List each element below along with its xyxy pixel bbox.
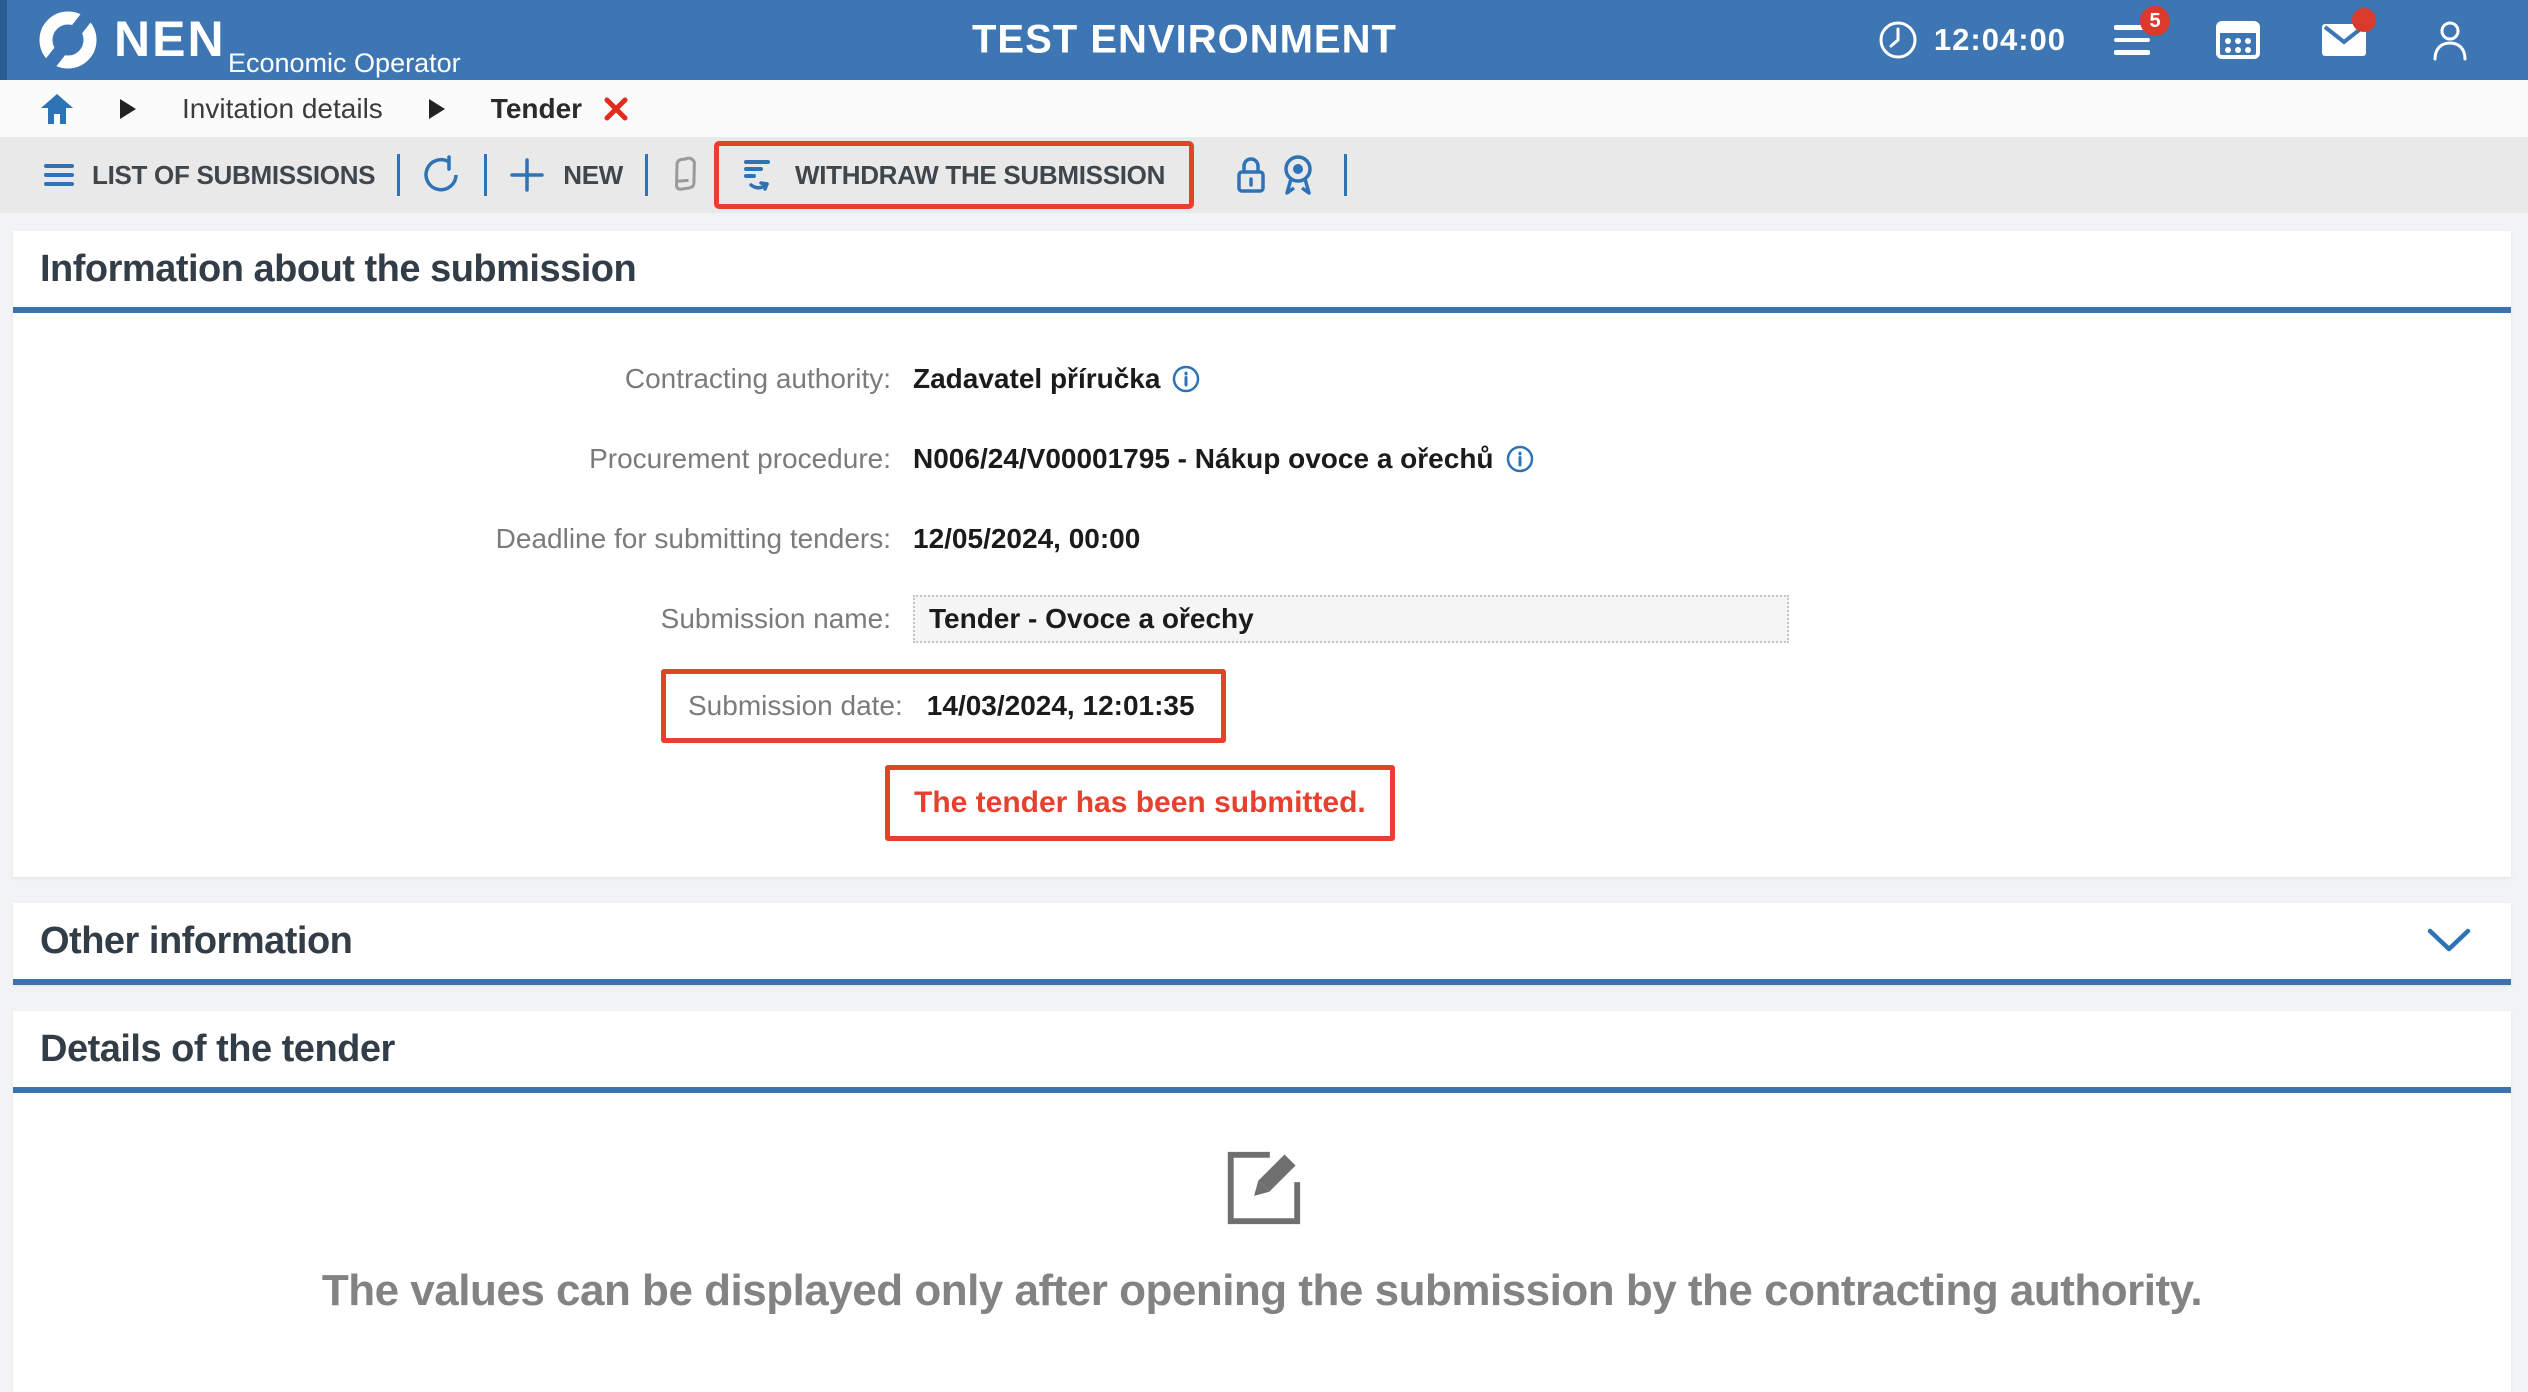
toolbar-divider	[1344, 154, 1348, 196]
list-of-submissions-label: LIST OF SUBMISSIONS	[92, 159, 376, 190]
messages-button[interactable]	[2322, 8, 2376, 62]
refresh-icon	[422, 155, 462, 195]
app-logo[interactable]: NEN	[36, 8, 226, 72]
tender-details-empty-state: The values can be displayed only after o…	[13, 1093, 2511, 1316]
new-label: NEW	[563, 159, 623, 190]
session-clock: 12:04:00	[1878, 20, 2066, 60]
submission-date-label: Submission date:	[688, 690, 903, 721]
breadcrumb: Invitation details Tender	[0, 80, 2528, 137]
new-button[interactable]: NEW	[509, 157, 623, 193]
withdraw-submission-label: WITHDRAW THE SUBMISSION	[794, 159, 1166, 190]
clock-icon	[1878, 20, 1918, 60]
tender-details-panel: Details of the tender The values can be …	[13, 1011, 2511, 1392]
information-panel-title: Information about the submission	[40, 247, 637, 290]
refresh-button[interactable]	[422, 155, 462, 195]
deadline-value: 12/05/2024, 00:00	[913, 523, 1141, 554]
procurement-procedure-value: N006/24/V00001795 - Nákup ovoce a ořechů	[913, 443, 1494, 474]
breadcrumb-tender-label: Tender	[490, 92, 583, 124]
mail-notification-dot	[2352, 8, 2376, 32]
submission-date-highlight-box: Submission date: 14/03/2024, 12:01:35	[661, 669, 1226, 743]
plus-icon	[509, 157, 545, 193]
close-icon[interactable]	[604, 97, 628, 121]
edit-square-icon	[1219, 1145, 1305, 1231]
environment-title: TEST ENVIRONMENT	[972, 17, 1397, 62]
header-actions: 12:04:00 5	[1878, 0, 2528, 80]
deadline-row: Deadline for submitting tenders: 12/05/2…	[13, 499, 2511, 579]
app-header: NEN Economic Operator TEST ENVIRONMENT 1…	[0, 0, 2528, 80]
lock-button[interactable]	[1234, 155, 1268, 195]
calendar-icon	[2216, 20, 2260, 60]
submission-name-label: Submission name:	[660, 603, 891, 634]
clock-time: 12:04:00	[1933, 22, 2066, 57]
toolbar-divider	[484, 154, 488, 196]
tender-details-title: Details of the tender	[40, 1027, 395, 1070]
contracting-authority-value: Zadavatel příručka	[913, 363, 1161, 394]
procurement-procedure-row: Procurement procedure: N006/24/V00001795…	[13, 419, 2511, 499]
breadcrumb-tender[interactable]: Tender	[491, 93, 628, 125]
info-icon[interactable]	[1506, 445, 1534, 473]
mail-icon	[2322, 24, 2366, 56]
breadcrumb-separator-icon	[120, 98, 136, 119]
breadcrumb-invitation-details[interactable]: Invitation details	[182, 92, 383, 124]
other-information-title: Other information	[40, 919, 353, 962]
header-edge-strip	[0, 0, 7, 80]
submission-status-message: The tender has been submitted.	[885, 765, 1395, 841]
lock-icon	[1234, 155, 1268, 195]
contracting-authority-label: Contracting authority:	[624, 363, 891, 394]
breadcrumb-separator-icon	[428, 98, 445, 119]
certificate-button[interactable]	[1280, 154, 1316, 196]
other-information-panel: Other information	[13, 903, 2511, 985]
user-icon	[2430, 19, 2470, 61]
contracting-authority-row: Contracting authority: Zadavatel příručk…	[13, 339, 2511, 419]
calendar-button[interactable]	[2216, 18, 2260, 62]
information-panel-body: Contracting authority: Zadavatel příručk…	[13, 313, 2511, 877]
certificate-icon	[1280, 154, 1316, 196]
submission-name-field[interactable]: Tender - Ovoce a ořechy	[913, 595, 1789, 643]
notification-badge: 5	[2140, 6, 2170, 36]
information-panel: Information about the submission Contrac…	[13, 231, 2511, 877]
nen-logo-icon	[36, 8, 100, 72]
edit-button-disabled[interactable]	[670, 154, 700, 196]
submission-date-value: 14/03/2024, 12:01:35	[926, 690, 1195, 721]
app-subtitle: Economic Operator	[228, 48, 461, 78]
submission-name-row: Submission name: Tender - Ovoce a ořechy	[13, 579, 2511, 659]
other-information-header[interactable]: Other information	[13, 903, 2511, 985]
menu-icon	[2114, 25, 2150, 55]
menu-icon	[44, 162, 74, 188]
toolbar-divider	[644, 154, 648, 196]
list-of-submissions-button[interactable]: LIST OF SUBMISSIONS	[44, 159, 376, 191]
pencil-icon	[670, 154, 700, 196]
procurement-procedure-label: Procurement procedure:	[589, 443, 891, 474]
info-icon[interactable]	[1172, 365, 1200, 393]
home-icon[interactable]	[40, 93, 74, 125]
information-panel-header: Information about the submission	[13, 231, 2511, 313]
withdraw-submission-button[interactable]: WITHDRAW THE SUBMISSION	[713, 141, 1195, 209]
toolbar-divider	[397, 154, 401, 196]
withdraw-icon	[743, 158, 777, 192]
tender-details-header: Details of the tender	[13, 1011, 2511, 1093]
toolbar: LIST OF SUBMISSIONS NEW	[0, 137, 2528, 213]
chevron-down-icon[interactable]	[2427, 928, 2471, 954]
notifications-menu-button[interactable]: 5	[2110, 6, 2170, 62]
deadline-label: Deadline for submitting tenders:	[495, 523, 891, 554]
logo-text: NEN	[114, 11, 226, 67]
tender-details-empty-message: The values can be displayed only after o…	[321, 1266, 2203, 1315]
user-profile-button[interactable]	[2428, 18, 2472, 62]
